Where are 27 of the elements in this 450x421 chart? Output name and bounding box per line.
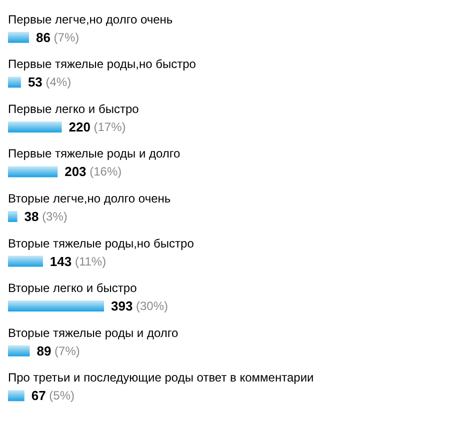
y-tick-label: Вторые легче,но долго очень bbox=[8, 192, 171, 206]
bar bbox=[8, 166, 58, 178]
data-label: 143 (11%) bbox=[50, 254, 106, 269]
y-tick-label: Вторые тяжелые роды,но быстро bbox=[8, 236, 194, 250]
bar bbox=[8, 390, 24, 402]
data-label: 203 (16%) bbox=[64, 164, 122, 180]
bar bbox=[8, 345, 30, 356]
y-tick-label: Первые тяжелые роды,но быстро bbox=[8, 57, 196, 72]
data-label: 86 (7%) bbox=[36, 30, 80, 45]
data-label: 220 (17%) bbox=[68, 119, 126, 134]
y-tick-label: Вторые тяжелые роды и долго bbox=[8, 326, 178, 340]
bar bbox=[8, 300, 104, 312]
bar bbox=[8, 211, 18, 222]
bar bbox=[8, 76, 21, 88]
data-label: 89 (7%) bbox=[36, 343, 80, 358]
y-tick-label: Первые тяжелые роды и долго bbox=[8, 146, 181, 161]
data-label: 393 (30%) bbox=[111, 298, 168, 314]
data-label: 53 (4%) bbox=[28, 74, 72, 90]
bar bbox=[8, 32, 30, 43]
data-label: 38 (3%) bbox=[24, 209, 68, 224]
data-label: 67 (5%) bbox=[31, 388, 75, 404]
bar bbox=[8, 121, 62, 132]
bar bbox=[8, 256, 43, 267]
y-tick-label: Первые легко и быстро bbox=[8, 102, 140, 116]
y-tick-label: Вторые легко и быстро bbox=[8, 281, 138, 296]
y-tick-label: Первые легче,но долго очень bbox=[8, 12, 173, 26]
y-tick-label: Про третьи и последующие роды ответ в комментарии bbox=[8, 370, 314, 385]
